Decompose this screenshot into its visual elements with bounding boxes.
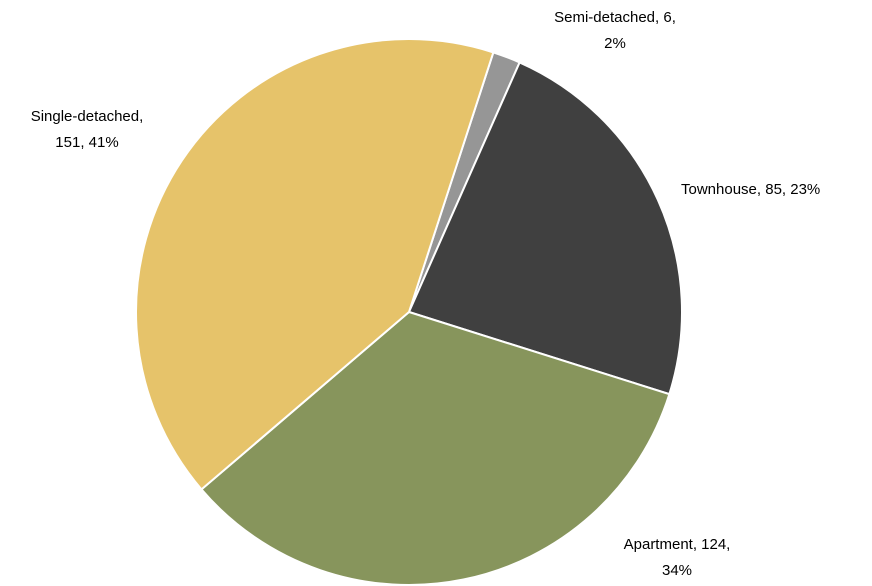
- data-label: 151, 41%: [55, 134, 118, 151]
- data-label: Townhouse, 85, 23%: [681, 181, 820, 198]
- data-label: 34%: [662, 562, 692, 579]
- pie-slice: [200, 310, 671, 586]
- pie-slice: [135, 38, 495, 491]
- data-label: Semi-detached, 6,: [554, 9, 676, 26]
- data-label: 2%: [604, 35, 626, 52]
- data-label: Single-detached,: [31, 108, 144, 125]
- data-label: Apartment, 124,: [624, 536, 731, 553]
- pie-slice: [407, 61, 683, 396]
